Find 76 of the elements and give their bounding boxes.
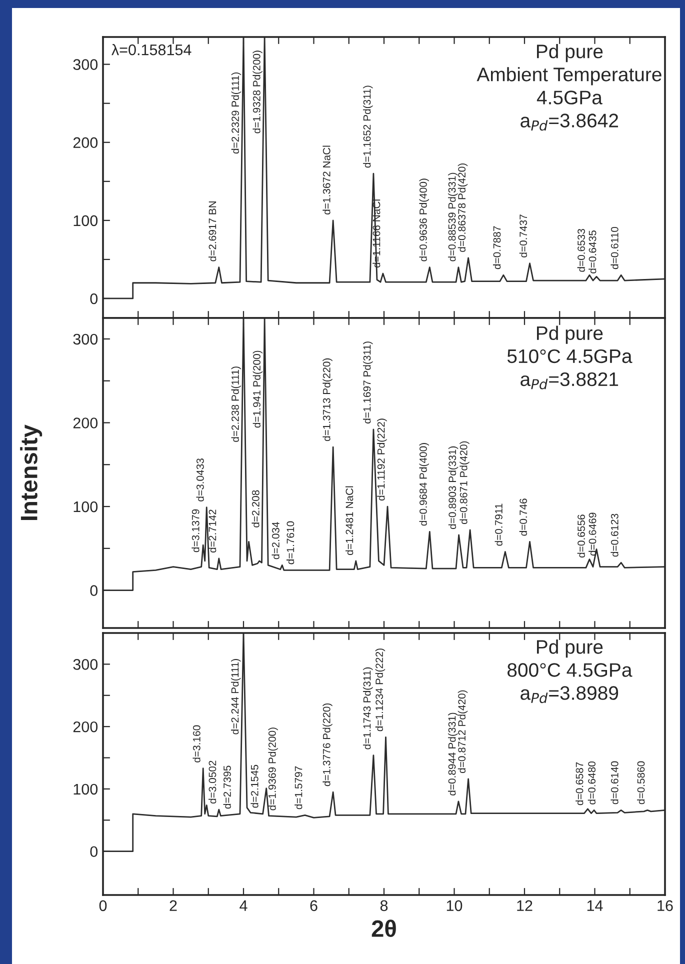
annotation: d=0.7911 bbox=[494, 504, 502, 546]
annotation: d=0.7887 bbox=[493, 226, 501, 270]
x-tick-label: 12 bbox=[517, 900, 532, 911]
annotation: d=3.0433 bbox=[196, 458, 204, 502]
text: Pd pure 800°C 4.5GPa a$_{Pd}$=3.8989 bbox=[508, 640, 632, 704]
annotation: d=0.6587 bbox=[576, 762, 584, 806]
x-tick-label: 16 bbox=[658, 900, 673, 912]
annotation: d=1.2481 NaCl bbox=[345, 486, 354, 555]
y-tick-label: 0 bbox=[90, 293, 98, 304]
annotation: d=0.5860 bbox=[637, 761, 645, 804]
annotation: d=0.6480 bbox=[588, 761, 596, 804]
y-tick-label: 200 bbox=[73, 418, 98, 428]
x-tick-label: 2 bbox=[170, 900, 177, 911]
annotation: d=1.3776 Pd(220) bbox=[322, 703, 332, 786]
annotation: d=0.8903 Pd(331) bbox=[448, 446, 458, 530]
annotation: d=2.208 bbox=[252, 490, 260, 528]
text: Pd pure 510°C 4.5GPa a$_{Pd}$=3.8821 bbox=[507, 326, 632, 390]
annotation: d=1.5797 bbox=[294, 766, 302, 810]
annotation: d=1.1743 Pd(311) bbox=[363, 667, 373, 750]
x-tick-label: 6 bbox=[310, 900, 318, 912]
y-tick-label: 200 bbox=[73, 137, 98, 148]
text: Pd pure Ambient Temperature 4.5GPa a$_{Pd}$=3.8642 bbox=[476, 44, 662, 131]
annotation: d=0.6533 bbox=[577, 228, 585, 272]
annotation: d=0.6556 bbox=[577, 514, 585, 558]
x-tick-label: 4 bbox=[240, 900, 248, 911]
x-tick-label: 0 bbox=[99, 900, 107, 912]
x-axis-title: 2θ bbox=[372, 920, 396, 937]
annotation: d=1.1234 Pd(222) bbox=[375, 648, 386, 732]
y-tick-label: 100 bbox=[74, 501, 98, 512]
annotation: d=1.1652 Pd(311) bbox=[363, 86, 373, 168]
annotation: d=2.1545 bbox=[250, 764, 258, 808]
annotation: d=0.7437 bbox=[519, 214, 528, 258]
y-tick-label: 0 bbox=[90, 585, 98, 596]
annotation: d=0.6110 bbox=[610, 226, 618, 270]
annotation: d=1.3672 NaCl bbox=[322, 146, 330, 214]
annotation: d=0.9636 Pd(400) bbox=[419, 178, 429, 262]
annotation: d=1.941 Pd(200) bbox=[252, 350, 263, 428]
annotation: d=3.1379 bbox=[192, 509, 200, 552]
annotation: d=2.6917 BN bbox=[208, 201, 216, 262]
annotation: d=0.86378 Pd(420) bbox=[458, 164, 468, 252]
annotation: d=1.7610 bbox=[286, 521, 294, 564]
annotation: d=2.034 bbox=[272, 522, 280, 560]
annotation: d=1.1697 Pd(311) bbox=[363, 342, 373, 424]
annotation: d=0.6140 bbox=[610, 761, 618, 804]
y-tick-label: 0 bbox=[90, 846, 98, 858]
chart-subtitle: λ=0.158154 bbox=[112, 44, 192, 56]
annotation: d=0.6435 bbox=[588, 230, 596, 274]
annotation: d=3.0502 bbox=[208, 760, 216, 804]
annotation: d=0.746 bbox=[519, 498, 528, 536]
annotation: d=1.1192 Pd(222) bbox=[377, 418, 387, 501]
annotation: d=2.244 Pd(111) bbox=[231, 659, 241, 734]
y-tick-label: 100 bbox=[74, 215, 98, 226]
annotation: d=2.7142 bbox=[208, 510, 216, 552]
annotation: d=1.9369 Pd(200) bbox=[268, 728, 278, 810]
y-tick-label: 300 bbox=[73, 659, 98, 670]
y-tick-label: 100 bbox=[74, 784, 98, 795]
annotation: d=0.8944 Pd(331) bbox=[448, 712, 458, 796]
annotation: d=0.8712 Pd(420) bbox=[458, 690, 468, 773]
y-tick-label: 300 bbox=[73, 59, 98, 70]
annotation: d=2.7395 bbox=[223, 766, 231, 809]
annotation: d=1.3713 Pd(220) bbox=[322, 358, 332, 442]
annotation: d=2.2329 Pd(111) bbox=[231, 72, 242, 154]
annotation: d=1.9328 Pd(200) bbox=[252, 50, 262, 134]
x-tick-label: 14 bbox=[587, 900, 603, 911]
annotation: d=0.6123 bbox=[610, 514, 618, 557]
annotation: d=0.6469 bbox=[588, 512, 596, 556]
x-tick-label: 8 bbox=[380, 900, 388, 912]
x-tick-label: 10 bbox=[446, 900, 462, 912]
annotation: d=3.160 bbox=[192, 725, 200, 762]
annotation: d=0.88539 Pd(331) bbox=[448, 172, 458, 262]
y-axis-title: Intensity bbox=[20, 424, 42, 520]
annotation: d=2.238 Pd(111) bbox=[231, 366, 241, 442]
y-tick-label: 300 bbox=[73, 334, 98, 345]
y-tick-label: 200 bbox=[73, 721, 98, 732]
annotation: d=0.8671 Pd(420) bbox=[460, 441, 470, 524]
annotation: d=0.9684 Pd(400) bbox=[419, 443, 429, 526]
